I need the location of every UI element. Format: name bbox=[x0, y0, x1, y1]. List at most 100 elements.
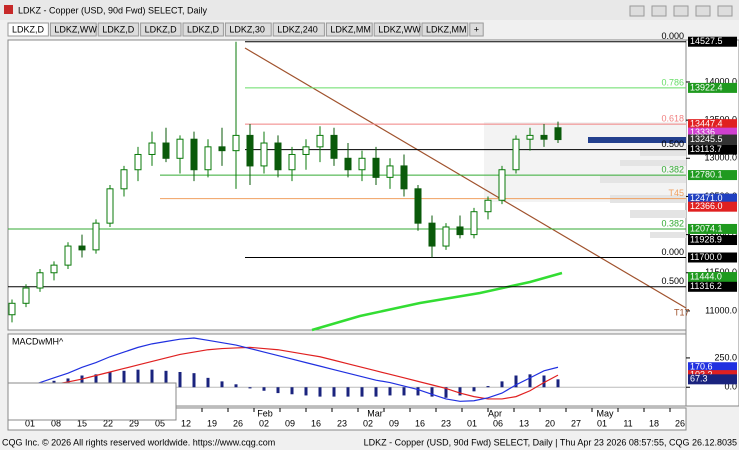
hist-bar bbox=[318, 387, 322, 397]
tab-label[interactable]: LDKZ,MM bbox=[426, 24, 467, 34]
candle-body bbox=[526, 134, 534, 140]
button[interactable] bbox=[651, 5, 667, 17]
candle-body bbox=[78, 245, 86, 251]
tab[interactable] bbox=[272, 22, 325, 37]
tab-strip: LDKZ,D LDKZ,WW LDKZ,D LDKZ,D LDKZ,D LDKZ,30 LD… bbox=[7, 22, 484, 37]
price-box bbox=[688, 134, 737, 145]
hist-bar bbox=[500, 381, 504, 388]
hist-bar bbox=[304, 387, 308, 396]
hist-bar bbox=[388, 387, 392, 396]
profile-bar bbox=[620, 160, 686, 166]
hist-bar bbox=[108, 371, 112, 388]
date-label: 23 bbox=[337, 418, 347, 428]
price-box-label: 13447.4 bbox=[690, 119, 723, 129]
candle-body bbox=[36, 272, 44, 289]
tab-label[interactable]: LDKZ,WW bbox=[54, 24, 97, 34]
hist-bar bbox=[206, 377, 210, 388]
tab[interactable] bbox=[325, 22, 373, 37]
price-box-label: 12780.1 bbox=[690, 169, 723, 179]
date-label: 15 bbox=[77, 418, 87, 428]
tab[interactable] bbox=[373, 22, 421, 37]
price-box bbox=[688, 119, 737, 130]
y-tick-label: 13000.0 bbox=[704, 153, 737, 163]
tab-label[interactable]: + bbox=[474, 24, 479, 34]
hist-bar bbox=[542, 375, 546, 388]
hist-bar bbox=[262, 387, 266, 391]
price-box bbox=[688, 223, 737, 234]
date-label: 16 bbox=[311, 418, 321, 428]
hist-bar bbox=[472, 387, 476, 392]
price-box-label: 11444.0 bbox=[690, 271, 722, 281]
trendline bbox=[244, 47, 687, 309]
candle-body bbox=[260, 142, 268, 167]
tab-label[interactable]: LDKZ,D bbox=[187, 24, 220, 34]
candle-body bbox=[106, 188, 114, 224]
price-box bbox=[688, 144, 737, 155]
month-label: Mar bbox=[367, 408, 383, 418]
candle-body bbox=[330, 134, 338, 159]
price-box-label: 11316.2 bbox=[690, 281, 722, 291]
candle-body bbox=[442, 226, 450, 247]
tab[interactable] bbox=[7, 22, 49, 37]
date-label: 02 bbox=[363, 418, 373, 428]
button[interactable] bbox=[673, 5, 689, 17]
tab-label[interactable]: LDKZ,D bbox=[145, 24, 178, 34]
tab-label[interactable]: LDKZ,MM bbox=[330, 24, 371, 34]
candle-body bbox=[22, 287, 30, 304]
button[interactable] bbox=[695, 5, 711, 17]
price-box bbox=[688, 170, 737, 181]
candle-body bbox=[176, 138, 184, 159]
hist-bar bbox=[416, 387, 420, 396]
date-label: 16 bbox=[415, 418, 425, 428]
tab-label[interactable]: LDKZ,D bbox=[102, 24, 135, 34]
tab[interactable] bbox=[421, 22, 469, 37]
price-box-label: 13922.4 bbox=[690, 82, 723, 92]
tab[interactable] bbox=[49, 22, 97, 37]
date-label: 09 bbox=[389, 418, 399, 428]
candle-body bbox=[358, 157, 366, 171]
fib-label: 0.382 bbox=[661, 218, 684, 228]
tab-label[interactable]: LDKZ,30 bbox=[229, 24, 265, 34]
price-box-label: 13245.5 bbox=[690, 134, 723, 144]
hist-bar bbox=[178, 371, 182, 388]
fib-label: 0.618 bbox=[661, 114, 684, 124]
date-label: 26 bbox=[675, 418, 685, 428]
price-box-label: 11928.9 bbox=[690, 234, 722, 244]
date-label: 18 bbox=[649, 418, 659, 428]
month-label: May bbox=[596, 408, 614, 418]
tab[interactable] bbox=[224, 22, 272, 37]
date-label: 29 bbox=[129, 418, 139, 428]
candle-body bbox=[344, 157, 352, 171]
candle-body bbox=[134, 153, 142, 171]
tab-label[interactable]: LDKZ,240 bbox=[277, 24, 318, 34]
fib-label: 0.000 bbox=[661, 31, 684, 41]
candle-body bbox=[316, 134, 324, 148]
candle-body bbox=[8, 302, 16, 316]
price-box bbox=[688, 127, 737, 138]
date-label: 26 bbox=[233, 418, 243, 428]
candle-body bbox=[50, 264, 58, 274]
fib-label: 0.500 bbox=[661, 276, 684, 286]
price-box bbox=[688, 36, 737, 47]
button[interactable] bbox=[629, 5, 645, 17]
hist-bar bbox=[276, 387, 280, 394]
tab[interactable] bbox=[182, 22, 224, 37]
hist-bar bbox=[332, 387, 336, 397]
price-box bbox=[688, 235, 737, 246]
value-box bbox=[688, 362, 737, 373]
candle-body bbox=[64, 245, 72, 266]
candle-body bbox=[428, 222, 436, 247]
candle-body bbox=[386, 165, 394, 178]
candle-body bbox=[204, 146, 212, 171]
hist-bar bbox=[192, 373, 196, 388]
tab[interactable] bbox=[97, 22, 140, 37]
tab[interactable] bbox=[140, 22, 182, 37]
plot: 14000.013500.013000.012500.012000.011500… bbox=[8, 31, 737, 428]
hist-bar bbox=[486, 386, 490, 388]
tab-label[interactable]: LDKZ,WW bbox=[378, 24, 421, 34]
tab-label[interactable]: LDKZ,D bbox=[12, 24, 45, 34]
readout-box bbox=[7, 382, 177, 421]
tab[interactable] bbox=[469, 22, 484, 37]
button[interactable] bbox=[717, 5, 733, 17]
